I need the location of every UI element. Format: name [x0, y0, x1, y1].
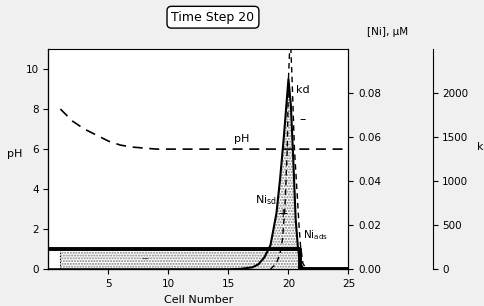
- Text: pH: pH: [234, 134, 250, 144]
- Text: –: –: [141, 253, 148, 267]
- Text: –: –: [300, 113, 306, 125]
- Text: +: +: [277, 207, 288, 220]
- Bar: [60, 249, 301, 269]
- Bar: [60, 249, 301, 269]
- Text: [Ni], μM: [Ni], μM: [367, 27, 408, 37]
- Text: kd: kd: [477, 142, 484, 152]
- Y-axis label: pH: pH: [7, 149, 22, 159]
- Text: Time Step 20: Time Step 20: [171, 11, 255, 24]
- Text: Ni$_{\mathregular{sd}}$: Ni$_{\mathregular{sd}}$: [255, 193, 277, 207]
- Text: Ni$_{\mathregular{ads}}$: Ni$_{\mathregular{ads}}$: [303, 229, 328, 242]
- X-axis label: Cell Number: Cell Number: [164, 295, 233, 304]
- Text: kd: kd: [296, 85, 309, 95]
